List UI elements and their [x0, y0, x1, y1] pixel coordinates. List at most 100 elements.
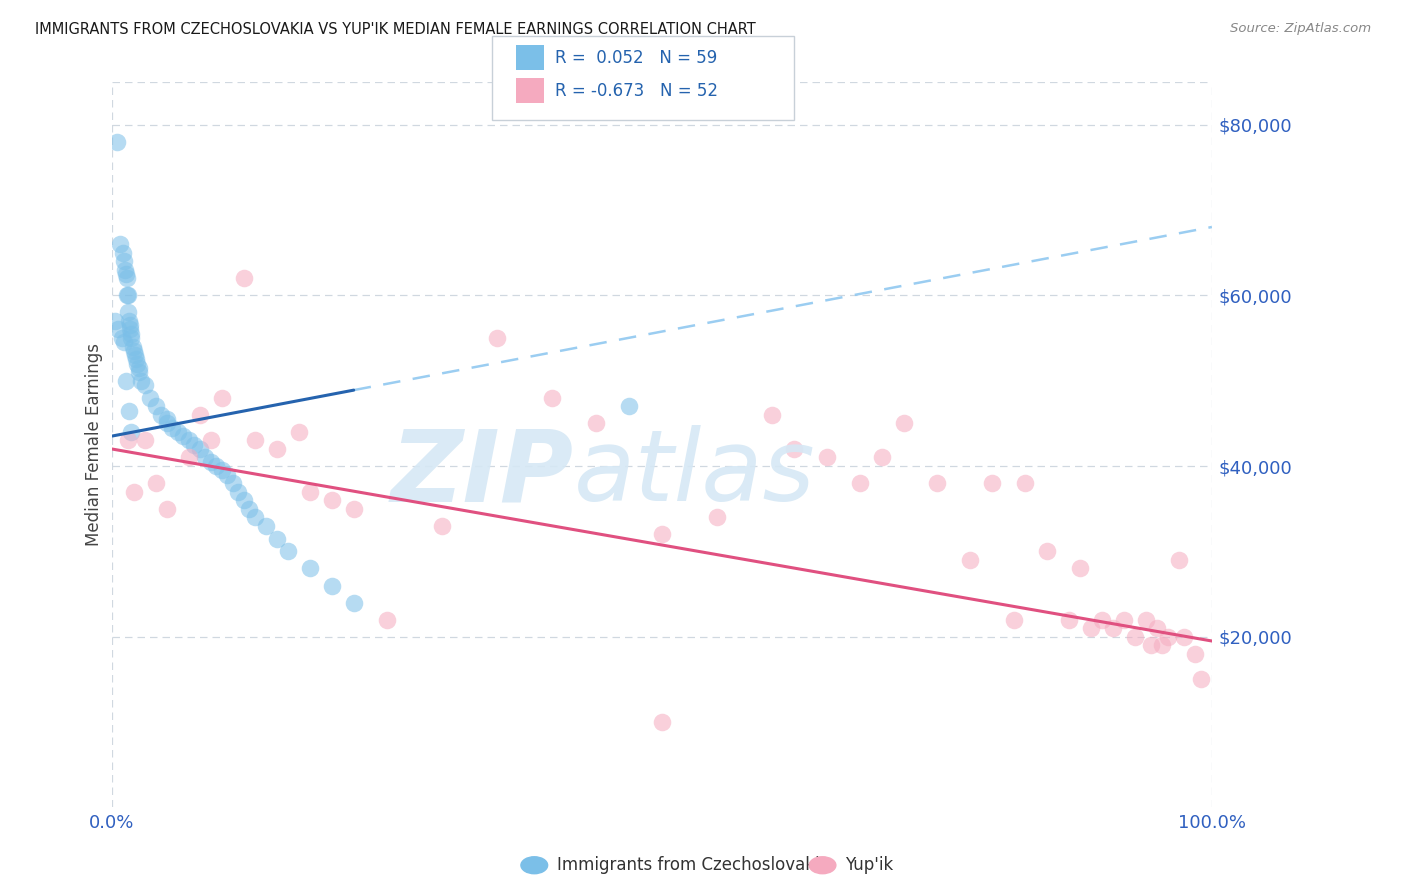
Point [160, 420, 183, 434]
Point [1167, 553, 1189, 567]
Point [166, 425, 188, 439]
Point [266, 532, 288, 546]
Point [112, 254, 135, 268]
Point [1057, 613, 1080, 627]
Point [485, 331, 508, 345]
Point [145, 476, 167, 491]
Point [112, 335, 135, 350]
Point [156, 501, 179, 516]
Point [343, 501, 366, 516]
Point [117, 288, 139, 302]
Point [134, 434, 156, 448]
Point [287, 425, 309, 439]
Point [177, 434, 200, 448]
Point [277, 544, 299, 558]
Point [761, 408, 783, 422]
Point [1091, 613, 1114, 627]
Point [243, 510, 266, 524]
Point [298, 484, 321, 499]
Point [343, 596, 366, 610]
Point [211, 391, 233, 405]
Point [115, 271, 138, 285]
Point [110, 331, 132, 345]
Point [111, 245, 134, 260]
Point [205, 458, 228, 473]
Point [114, 262, 136, 277]
Point [815, 450, 838, 465]
Point [232, 493, 254, 508]
Point [217, 467, 239, 482]
Point [128, 360, 150, 375]
Point [131, 374, 153, 388]
Point [128, 365, 150, 379]
Y-axis label: Median Female Earnings: Median Female Earnings [86, 343, 103, 546]
Point [125, 357, 148, 371]
Point [134, 378, 156, 392]
Point [226, 484, 249, 499]
Point [617, 399, 640, 413]
Point [156, 412, 179, 426]
Text: R = -0.673   N = 52: R = -0.673 N = 52 [555, 82, 718, 100]
Point [1102, 621, 1125, 635]
Point [1069, 561, 1091, 575]
Point [120, 425, 142, 439]
Point [188, 408, 211, 422]
Point [200, 455, 222, 469]
Point [117, 434, 139, 448]
Point [183, 438, 205, 452]
Text: Source: ZipAtlas.com: Source: ZipAtlas.com [1230, 22, 1371, 36]
Point [122, 343, 145, 358]
Point [959, 553, 981, 567]
Point [1112, 613, 1135, 627]
Point [150, 408, 173, 422]
Point [321, 493, 343, 508]
Text: Immigrants from Czechoslovakia: Immigrants from Czechoslovakia [557, 856, 830, 874]
Point [105, 135, 128, 149]
Point [120, 326, 142, 341]
Point [115, 267, 138, 281]
Point [980, 476, 1002, 491]
Point [321, 578, 343, 592]
Point [110, 237, 132, 252]
Point [107, 322, 129, 336]
Text: R =  0.052   N = 59: R = 0.052 N = 59 [555, 49, 717, 67]
Point [893, 417, 915, 431]
Point [1140, 638, 1163, 652]
Point [120, 318, 142, 333]
Point [1152, 638, 1174, 652]
Point [1123, 630, 1146, 644]
Point [706, 510, 728, 524]
Point [120, 331, 142, 345]
Point [104, 314, 127, 328]
Text: Yup'ik: Yup'ik [845, 856, 893, 874]
Point [1173, 630, 1195, 644]
Point [121, 339, 143, 353]
Point [1189, 673, 1212, 687]
Point [540, 391, 562, 405]
Point [298, 561, 321, 575]
Point [156, 417, 179, 431]
Point [651, 527, 673, 541]
Point [1184, 647, 1206, 661]
Point [1080, 621, 1102, 635]
Point [200, 434, 222, 448]
Point [118, 314, 141, 328]
Point [1157, 630, 1180, 644]
Point [211, 463, 233, 477]
Point [177, 450, 200, 465]
Point [172, 429, 194, 443]
Point [117, 305, 139, 319]
Point [870, 450, 893, 465]
Point [194, 450, 217, 465]
Text: ZIP: ZIP [391, 425, 574, 522]
Point [1146, 621, 1168, 635]
Point [783, 442, 806, 456]
Point [221, 476, 243, 491]
Point [139, 391, 162, 405]
Point [232, 271, 254, 285]
Point [125, 352, 148, 367]
Point [122, 484, 145, 499]
Point [124, 348, 146, 362]
Point [925, 476, 948, 491]
Point [238, 501, 260, 516]
